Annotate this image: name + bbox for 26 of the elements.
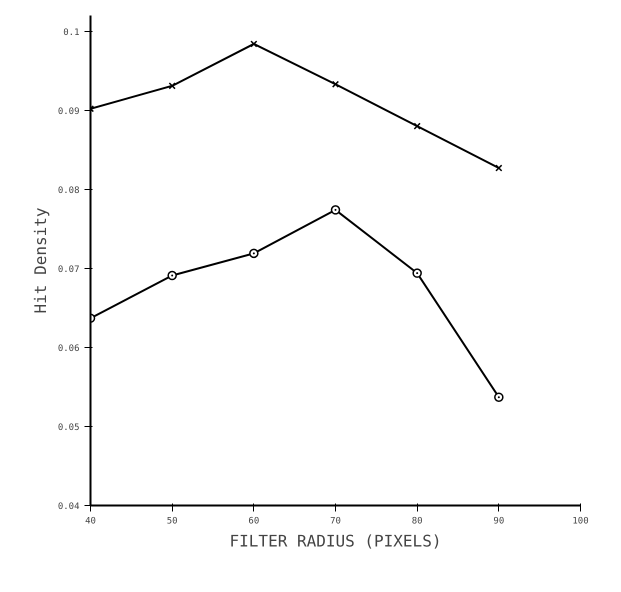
x-axis-title: FILTER RADIUS (PIXELS) bbox=[230, 532, 442, 550]
y-tick-label: 0.04 bbox=[58, 502, 80, 512]
x-tick-label: 50 bbox=[166, 516, 178, 526]
x-tick-label: 90 bbox=[493, 516, 504, 526]
y-tick-label: 0.07 bbox=[58, 264, 80, 275]
point bbox=[249, 248, 259, 258]
x-tick-label: 100 bbox=[572, 516, 589, 526]
point bbox=[495, 164, 502, 172]
x-tick-label: 70 bbox=[330, 516, 341, 526]
x-tick-label: 60 bbox=[248, 516, 260, 526]
point bbox=[167, 270, 177, 280]
y-axis-title: Hit Density bbox=[30, 207, 50, 314]
point bbox=[332, 80, 340, 88]
y-tick-label: 0.09 bbox=[58, 106, 80, 117]
y-tick-label: 0.05 bbox=[58, 422, 80, 433]
point bbox=[412, 268, 422, 278]
point bbox=[414, 122, 421, 130]
y-tick-label: 0.06 bbox=[58, 344, 80, 354]
y-tick-label: 0.08 bbox=[58, 186, 80, 196]
point bbox=[168, 82, 176, 90]
x-tick-label: 80 bbox=[412, 516, 423, 526]
point bbox=[494, 392, 504, 402]
point bbox=[330, 205, 340, 215]
point bbox=[250, 40, 258, 48]
x-tick-label: 40 bbox=[85, 516, 96, 526]
y-tick-label: 0.1 bbox=[63, 28, 80, 38]
